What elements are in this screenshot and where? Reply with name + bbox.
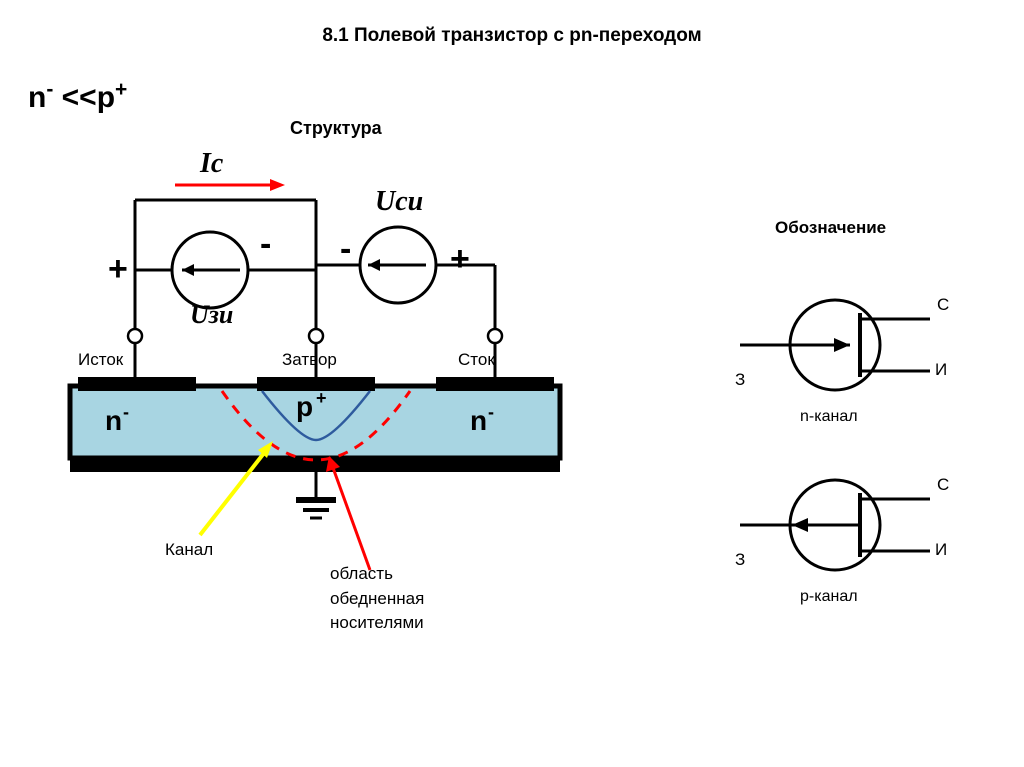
gate-label: Затвор (282, 350, 337, 370)
depletion-line1: область (330, 562, 424, 587)
svg-text:+: + (316, 388, 327, 408)
plus-right: + (450, 240, 470, 279)
uzi-label: Uзи (190, 300, 233, 330)
ic-label: Iс (200, 148, 223, 180)
minus-right: - (340, 230, 351, 269)
svg-text:p: p (296, 391, 313, 422)
n-channel-caption: n-канал (800, 408, 858, 426)
plus-left: + (108, 250, 128, 289)
drain-label: Сток (458, 350, 495, 370)
p-sym-z: З (735, 550, 745, 570)
svg-text:n: n (470, 405, 487, 436)
designation-heading: Обозначение (775, 218, 886, 238)
n-sym-i: И (935, 360, 947, 380)
depletion-line2: обедненная (330, 587, 424, 612)
n-sym-z: З (735, 370, 745, 390)
source-label: Исток (78, 350, 123, 370)
n-sym-s: С (937, 295, 949, 315)
p-sym-i: И (935, 540, 947, 560)
svg-text:-: - (488, 402, 494, 422)
svg-text:-: - (123, 402, 129, 422)
structure-diagram: n - p + n - (0, 0, 640, 640)
depletion-line3: носителями (330, 611, 424, 636)
p-sym-s: С (937, 475, 949, 495)
n-channel-symbol (720, 275, 950, 415)
channel-label: Канал (165, 540, 213, 560)
usi-label: Uси (375, 186, 423, 218)
p-channel-caption: p-канал (800, 588, 858, 606)
svg-text:n: n (105, 405, 122, 436)
p-channel-symbol (720, 455, 950, 595)
minus-left: - (260, 225, 271, 264)
depletion-text: область обедненная носителями (330, 562, 424, 636)
